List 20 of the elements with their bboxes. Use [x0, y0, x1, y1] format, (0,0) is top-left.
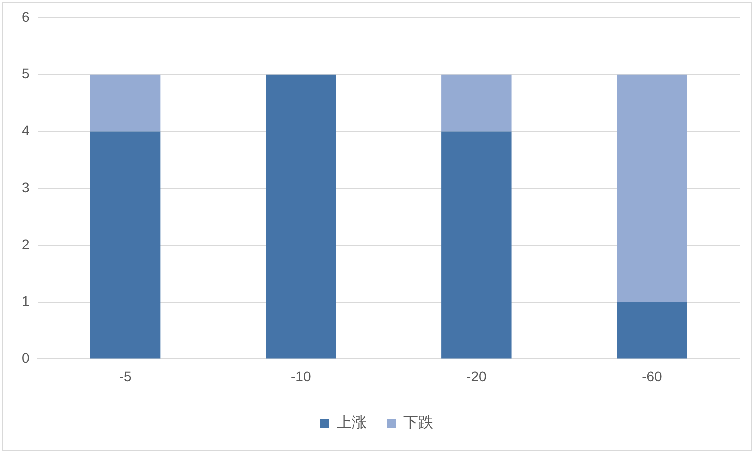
y-tick-label: 0: [22, 350, 30, 366]
bar: [266, 74, 336, 359]
bar: [90, 132, 161, 359]
x-tick-label: -20: [466, 368, 487, 384]
y-tick-label: 5: [22, 66, 30, 82]
y-tick-label: 4: [22, 122, 30, 139]
legend-label: 下跌: [404, 413, 434, 432]
y-tick-label: 1: [22, 293, 30, 310]
bar: [617, 74, 688, 302]
y-tick-label: 3: [22, 179, 30, 196]
y-tick-label: 2: [22, 236, 30, 252]
bar: [617, 302, 688, 359]
legend-label: 上涨: [337, 413, 367, 432]
x-tick-label: -5: [119, 368, 132, 384]
x-tick-label: -60: [642, 368, 663, 384]
x-tick-label: -10: [291, 368, 312, 384]
y-tick-label: 6: [22, 8, 30, 25]
bar: [90, 74, 161, 132]
bar: [442, 132, 512, 359]
bar: [442, 74, 512, 132]
